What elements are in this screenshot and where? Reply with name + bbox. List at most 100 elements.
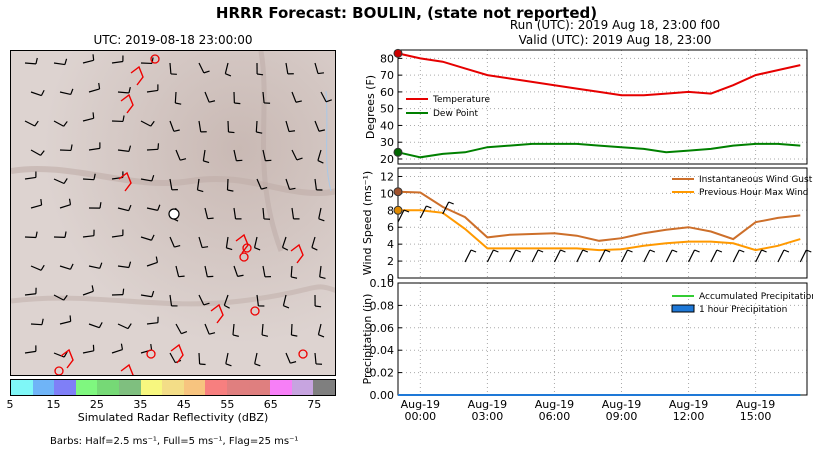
wind-barb [204, 323, 216, 335]
radar-echo-mark [170, 343, 184, 364]
barb-flag [208, 100, 216, 103]
radar-echo-ring [298, 349, 308, 359]
radar-echo-ring [146, 349, 156, 359]
wind-barb-flag [604, 249, 611, 253]
wind-barb [710, 249, 718, 263]
wind-barb [198, 62, 210, 74]
barb-flag [317, 160, 324, 164]
barb-flag [254, 363, 261, 367]
wind-barb [88, 142, 101, 151]
colorbar-segment [162, 380, 184, 395]
wind-barb [198, 352, 206, 366]
terrain-ridge [11, 165, 335, 197]
wind-barb [254, 352, 261, 367]
barb-shaft [223, 294, 229, 306]
barb-flag [318, 334, 325, 338]
chart-panel-3: 0.00 0.02 0.04 0.06 0.08 0.10 Precipitation (i… [361, 277, 813, 402]
barb-flag [197, 189, 204, 193]
map-title: UTC: 2019-08-18 23:00:00 [93, 33, 253, 47]
wind-barb [30, 264, 45, 271]
barb-flag [69, 263, 74, 270]
radar-echo-mark [120, 93, 134, 114]
series-line-1 [398, 209, 801, 252]
legend-label: Dew Point [433, 109, 479, 119]
y-tick-label: 0.00 [370, 389, 395, 402]
wind-barb-flag [537, 249, 544, 253]
barb-shaft [174, 91, 177, 104]
barb-shaft [291, 149, 298, 161]
barb-shaft [169, 236, 175, 248]
colorbar-segment [226, 380, 249, 395]
barb-flag [317, 72, 325, 75]
barb-flag [93, 173, 96, 180]
barb-shaft [254, 352, 258, 364]
wind-barb-flag [649, 249, 656, 253]
barb-flag [35, 231, 38, 238]
wind-barb [314, 62, 325, 75]
wind-barb-flag [560, 249, 566, 253]
barb-shaft [285, 62, 289, 74]
barb-legend-note: Barbs: Half=2.5 ms⁻¹, Full=5 ms⁻¹, Flag=… [50, 436, 299, 447]
barb-flag [225, 73, 232, 77]
y-tick-label: 0 [387, 272, 394, 285]
y-tick-label: 6 [387, 221, 394, 234]
colorbar-segment [248, 380, 271, 395]
barb-flag [35, 57, 38, 64]
x-tick-label-time: 03:00 [472, 410, 504, 423]
legend-label: 1 hour Precipitation [699, 305, 787, 315]
wind-barb [59, 263, 74, 270]
x-tick-label-time: 15:00 [740, 410, 772, 423]
wind-barb [320, 91, 332, 103]
chart-panel-2: 0 2 4 6 8 10 12 Wind Speed (ms⁻¹) Instantaneous … [361, 167, 813, 285]
barb-shaft [317, 323, 322, 335]
barb-flag [228, 131, 235, 134]
barb-shaft [140, 178, 152, 182]
wind-barb [442, 201, 450, 215]
wind-barb [419, 205, 427, 219]
barb-shaft [317, 149, 322, 161]
barb-shaft [314, 62, 319, 74]
wind-barb [88, 82, 101, 93]
barb-shaft [53, 120, 64, 127]
wind-barb [140, 120, 155, 127]
barb-shaft [88, 323, 100, 329]
wind-barb [509, 249, 517, 263]
barb-flag [127, 323, 132, 329]
barb-shaft [82, 59, 94, 64]
wind-barb [553, 249, 561, 263]
barb-shaft [146, 148, 159, 151]
x-tick-label-time: 00:00 [404, 410, 436, 423]
wind-barb [291, 149, 303, 161]
wind-barb [169, 120, 180, 132]
barb-shaft [30, 91, 42, 97]
barb-shaft [226, 178, 229, 191]
wind-barb [223, 294, 230, 309]
wind-barb [175, 149, 187, 161]
barb-shaft [24, 62, 37, 65]
barb-flag [63, 294, 68, 301]
wind-barb [24, 287, 37, 296]
y-tick-label: 40 [380, 119, 394, 132]
wind-barb [755, 249, 763, 263]
y-tick-label: 0.06 [370, 322, 395, 335]
wind-barb [53, 351, 68, 358]
barb-flag [181, 330, 188, 335]
wind-barb [175, 323, 188, 335]
series-start-marker [393, 147, 403, 157]
x-tick-label-time: 12:00 [673, 410, 705, 423]
barb-shaft [198, 294, 205, 306]
barb-shaft [24, 120, 36, 127]
wind-barb [777, 249, 785, 263]
series-start-marker [393, 48, 403, 58]
wind-barb [232, 323, 239, 337]
wind-barb [314, 352, 323, 365]
wind-barb [140, 290, 155, 298]
barb-shaft [59, 91, 71, 96]
wind-barb [311, 236, 318, 251]
wind-barb [24, 345, 37, 354]
barb-shaft [53, 352, 65, 358]
barb-flag [157, 204, 161, 211]
radar-echo-mark [235, 233, 249, 254]
barb-shaft [59, 204, 71, 209]
barb-shaft [82, 235, 94, 238]
